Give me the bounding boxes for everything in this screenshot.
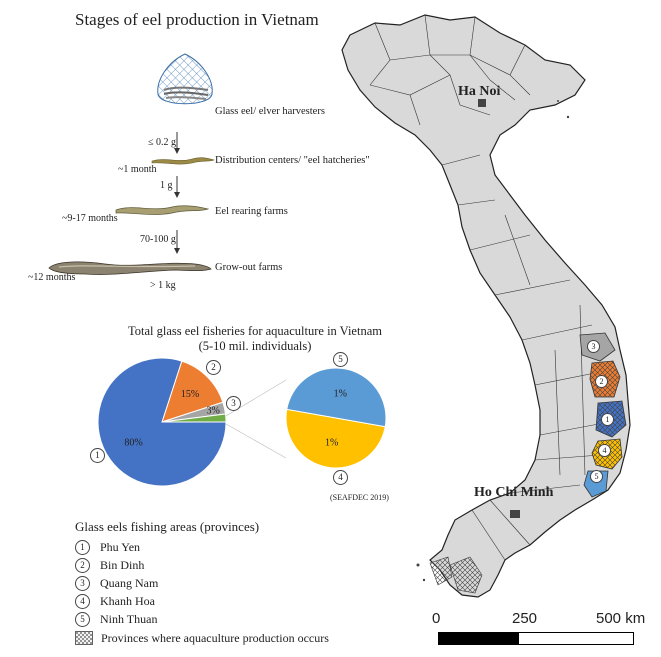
map-marker-3: 3: [587, 340, 600, 353]
legend-number: 5: [75, 611, 90, 627]
detail-pie-label-5: 1%: [334, 388, 347, 399]
legend-item: 4 Khanh Hoa: [75, 592, 329, 610]
stage-4-label: Grow-out farms: [215, 262, 283, 273]
stage-4-size: 70-100 g: [140, 234, 176, 245]
legend-hatch-item: Provinces where aquaculture production o…: [75, 628, 329, 648]
detail-pie-slice-4: [285, 408, 386, 469]
map-marker-5: 5: [590, 470, 603, 483]
city-label-ha-noi: Ha Noi: [458, 84, 501, 99]
scale-label-0: 0: [432, 610, 441, 627]
arrow-down-icon: [174, 132, 180, 154]
hatch-area-mekong: [449, 556, 483, 594]
detail-pie-slice-5: [286, 367, 387, 428]
vietnam-land: [341, 14, 631, 598]
glass-eel-net-icon: [157, 53, 213, 105]
pie-marker-1: 1: [90, 448, 105, 463]
elver-eel-icon: [151, 157, 215, 165]
legend-item: 3 Quang Nam: [75, 574, 329, 592]
scale-label-250: 250: [512, 610, 538, 627]
legend-province-name: Bin Dinh: [100, 557, 145, 572]
adult-eel-icon: [48, 261, 212, 275]
main-pie-label-2: 15%: [181, 389, 199, 400]
pie-title-line1: Total glass eel fisheries for aquacultur…: [128, 324, 382, 338]
pie-marker-4: 4: [333, 470, 348, 485]
detail-pie-chart: 1% 1%: [285, 367, 387, 469]
main-pie-label-1: 80%: [124, 438, 142, 449]
stage-1-label: Glass eel/ elver harvesters: [215, 106, 325, 117]
pie-title-line2: (5-10 mil. individuals): [198, 339, 312, 353]
stage-4-duration: ~12 months: [28, 272, 76, 283]
legend-province-name: Ninh Thuan: [100, 611, 158, 626]
vietnam-map: [341, 14, 631, 598]
stage-2-size: ≤ 0.2 g: [148, 137, 176, 148]
source-note: (SEAFDEC 2019): [330, 493, 389, 502]
stage-3-label: Eel rearing farms: [215, 206, 288, 217]
main-pie-label-3: 3%: [207, 406, 220, 417]
figure-title: Stages of eel production in Vietnam: [75, 10, 319, 29]
legend-item: 2 Bin Dinh: [75, 556, 329, 574]
stage-4-final-size: > 1 kg: [150, 280, 176, 291]
arrow-down-icon: [174, 230, 180, 254]
legend-province-name: Khanh Hoa: [100, 593, 155, 608]
pie-connectors: [225, 379, 287, 459]
legend-number: 4: [75, 593, 90, 609]
main-pie-slice-1: [97, 357, 227, 487]
map-marker-1: 1: [601, 413, 614, 426]
pie-marker-3: 3: [226, 396, 241, 411]
legend-number: 2: [75, 557, 90, 573]
legend-item: 5 Ninh Thuan: [75, 610, 329, 628]
main-pie-chart: 15% 3% 80%: [97, 357, 227, 487]
pie-connector-line: [225, 423, 287, 459]
legend-list: 1 Phu Yen 2 Bin Dinh 3 Quang Nam 4 Khanh…: [75, 538, 329, 648]
ho-chi-minh-marker-icon: [510, 510, 520, 518]
legend-number: 3: [75, 575, 90, 591]
hatch-area-mekong-2: [429, 556, 453, 586]
stage-3-duration: ~9-17 months: [62, 213, 118, 224]
scale-bar: [438, 632, 634, 645]
legend-hatch-label: Provinces where aquaculture production o…: [101, 630, 329, 645]
legend-province-name: Quang Nam: [100, 575, 159, 590]
crosshatch-swatch-icon: [75, 631, 93, 645]
ha-noi-marker-icon: [478, 99, 486, 107]
stage-2-label: Distribution centers/ "eel hatcheries": [215, 155, 370, 166]
scale-label-500: 500 km: [596, 610, 646, 627]
province-boundaries: [369, 14, 621, 561]
pie-charts: 15% 3% 80% 1% 1%: [97, 357, 387, 487]
legend-number: 1: [75, 539, 90, 555]
legend-province-name: Phu Yen: [100, 539, 141, 554]
stage-2-duration: ~1 month: [118, 164, 157, 175]
city-label-ho-chi-minh: Ho Chi Minh: [474, 485, 554, 500]
legend-item: 1 Phu Yen: [75, 538, 329, 556]
arrow-down-icon: [174, 176, 180, 198]
legend-title: Glass eels fishing areas (provinces): [75, 519, 260, 534]
pie-marker-2: 2: [206, 360, 221, 375]
detail-pie-label-4: 1%: [325, 438, 338, 449]
stage-3-size: 1 g: [160, 180, 173, 191]
juvenile-eel-icon: [115, 205, 210, 215]
pie-marker-5: 5: [333, 352, 348, 367]
map-marker-2: 2: [595, 375, 608, 388]
map-marker-4: 4: [598, 444, 611, 457]
